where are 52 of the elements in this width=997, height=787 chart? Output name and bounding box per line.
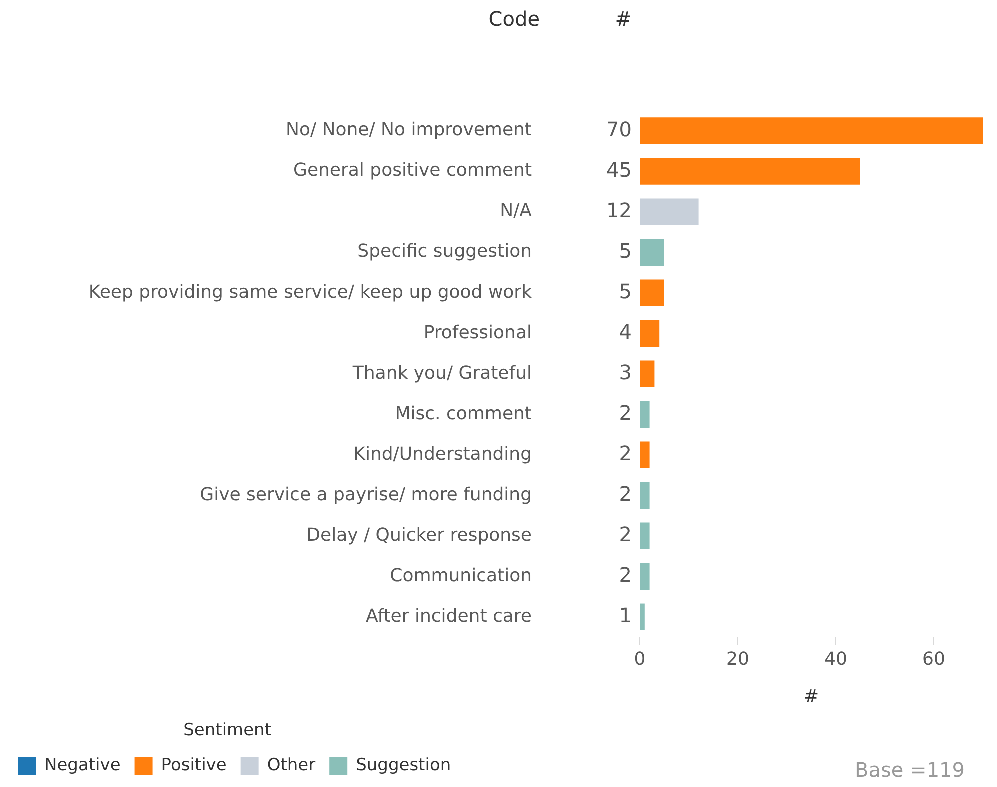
data-label: 2: [619, 441, 632, 466]
x-axis-title: #: [804, 686, 820, 708]
data-label: 70: [606, 117, 632, 142]
bar: [640, 198, 699, 226]
legend-label: Other: [267, 755, 316, 776]
y-tick-label: Kind/Understanding: [354, 444, 532, 465]
legend-title: Sentiment: [184, 720, 272, 741]
legend-label: Suggestion: [356, 755, 452, 776]
data-label: 2: [619, 562, 632, 587]
data-label: 2: [619, 482, 632, 506]
bar: [640, 280, 664, 306]
y-tick-label: Misc. comment: [395, 403, 532, 424]
y-tick-label: No/ None/ No improvement: [286, 120, 532, 141]
bar: [640, 604, 645, 631]
data-label: 12: [606, 198, 632, 222]
y-axis-title: Code: [488, 7, 540, 32]
data-label: 1: [619, 603, 632, 628]
data-label: 5: [619, 279, 632, 304]
y-tick-label: Keep providing same service/ keep up good work: [88, 282, 533, 303]
data-label: 45: [606, 158, 632, 182]
y-tick-label: Specific suggestion: [358, 241, 532, 262]
bar: [640, 522, 650, 550]
x-tick-label: 20: [726, 648, 750, 670]
x-tick-label: 0: [634, 648, 646, 670]
y-tick-label: Delay / Quicker response: [306, 524, 532, 546]
legend-label: Positive: [161, 755, 227, 776]
data-label: 3: [619, 360, 632, 384]
bar: [640, 442, 650, 468]
y-tick-label: Give service a payrise/ more funding: [200, 484, 532, 506]
data-label: 5: [619, 238, 632, 263]
y-tick-label: Professional: [424, 322, 532, 344]
data-label: 2: [619, 400, 632, 425]
bar: [640, 401, 650, 428]
bar: [640, 360, 655, 388]
x-tick-label: 60: [922, 648, 946, 670]
text: Base =119: [855, 758, 965, 782]
y-tick-label: Communication: [390, 565, 532, 586]
data-label: 2: [619, 522, 632, 546]
y-tick-label: Thank you/ Grateful: [352, 362, 532, 384]
bar: [640, 563, 650, 590]
bar: [640, 320, 660, 347]
data-label: 4: [619, 320, 632, 344]
bar: [640, 158, 860, 185]
bar: [640, 482, 650, 509]
y-tick-label: After incident care: [366, 606, 532, 627]
text: #: [615, 7, 632, 32]
y-tick-label: N/A: [500, 200, 533, 222]
bar: [640, 239, 664, 266]
y-tick-label: General positive comment: [294, 160, 532, 182]
x-tick-label: 40: [824, 648, 848, 670]
bar: [640, 118, 983, 144]
legend-label: Negative: [44, 755, 121, 776]
